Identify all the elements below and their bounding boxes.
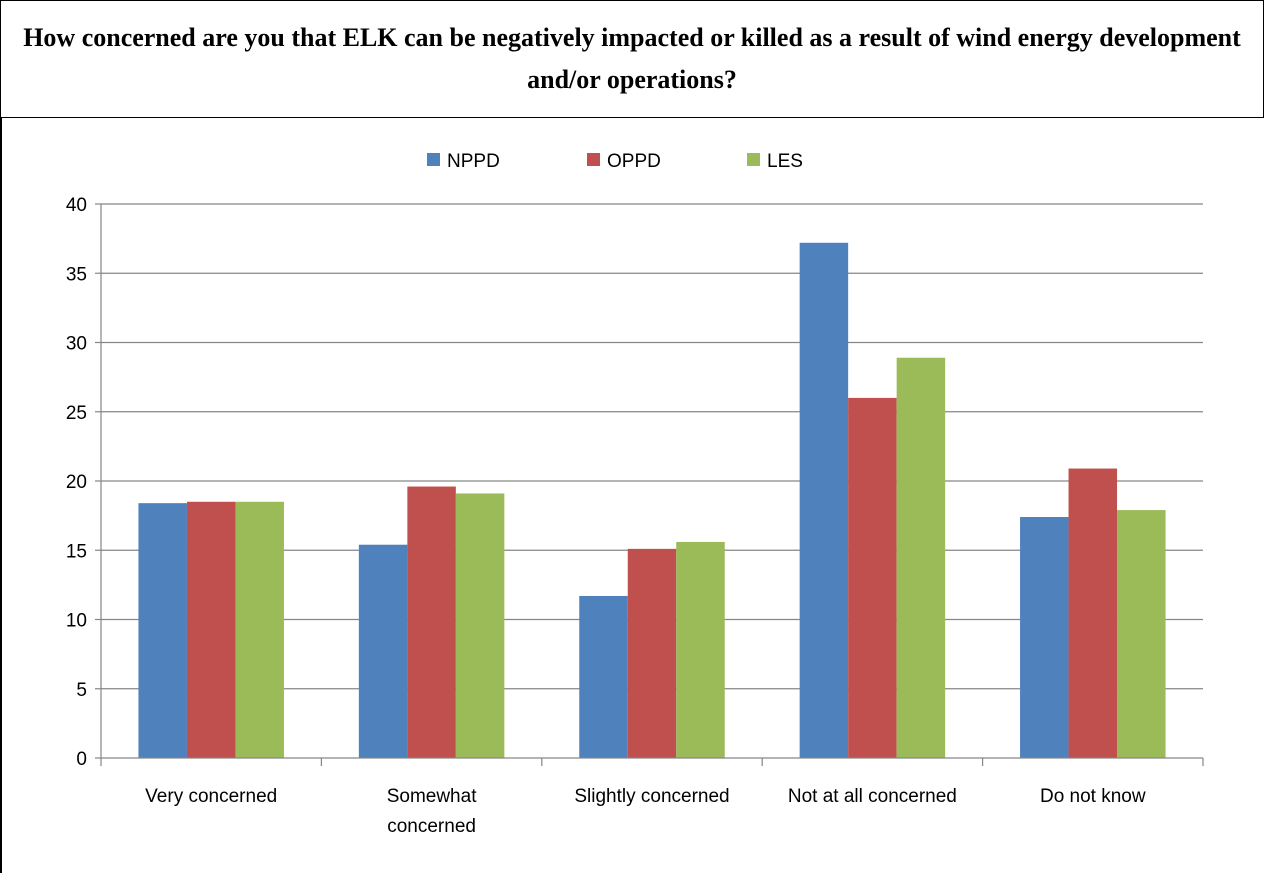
bar-les [1117, 510, 1166, 758]
y-tick-label: 25 [66, 403, 87, 424]
x-tick-label: Somewhat concerned [387, 786, 477, 837]
bar-nppd [1020, 517, 1069, 758]
y-tick-label: 0 [76, 749, 87, 770]
y-tick-label: 10 [66, 611, 87, 632]
chart-title: How concerned are you that ELK can be ne… [0, 0, 1264, 118]
legend-swatch-oppd [587, 153, 600, 166]
bar-oppd [1068, 468, 1118, 758]
bar-les [455, 493, 505, 758]
bar-nppd [799, 242, 849, 758]
x-tick-label: Very concerned [145, 786, 277, 807]
x-tick-labels: Very concerned Somewhat concerned Slightly … [145, 786, 1146, 837]
y-tick-label: 5 [76, 680, 87, 701]
bar-les [235, 501, 284, 758]
bar-oppd [848, 397, 897, 758]
legend-swatch-nppd [427, 153, 440, 166]
bar-oppd [407, 486, 456, 758]
y-tick-label: 30 [66, 334, 87, 355]
y-tick-labels: 0 5 10 15 20 25 30 35 40 [66, 195, 87, 770]
legend-swatch-les [747, 153, 760, 166]
axes [100, 204, 1204, 766]
y-tick-label: 20 [66, 472, 87, 493]
bar-oppd [627, 548, 677, 758]
y-tick-label: 35 [66, 264, 87, 285]
bar-nppd [138, 503, 187, 758]
bar-les [676, 541, 725, 758]
legend-label-nppd: NPPD [447, 151, 500, 172]
bar-les [896, 357, 946, 758]
bar-oppd [186, 501, 236, 758]
bar-nppd [358, 544, 408, 758]
x-tick-label: Not at all concerned [788, 786, 957, 807]
bars [138, 242, 1166, 758]
frame-left-border [0, 118, 2, 873]
legend-label-oppd: OPPD [607, 151, 661, 172]
bar-nppd [579, 595, 628, 758]
x-tick-label: Do not know [1040, 786, 1146, 807]
x-tick-label: Slightly concerned [574, 786, 729, 807]
legend: NPPD OPPD LES [427, 151, 803, 172]
legend-label-les: LES [767, 151, 803, 172]
y-tick-label: 40 [66, 195, 87, 216]
y-tick-label: 15 [66, 541, 87, 562]
